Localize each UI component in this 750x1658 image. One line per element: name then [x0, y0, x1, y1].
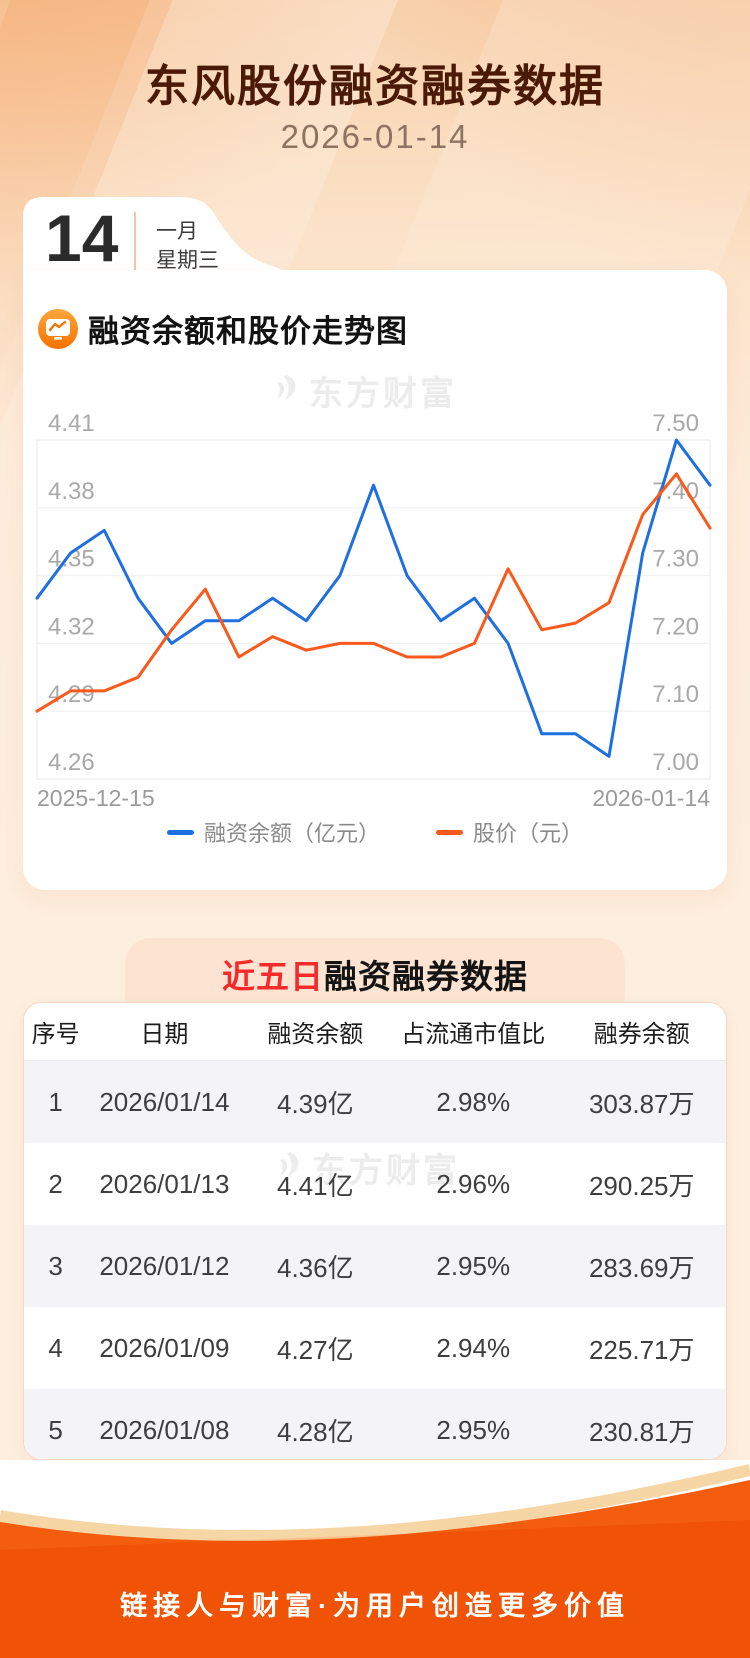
right-axis-tick: 7.30	[652, 546, 699, 573]
table-cell: 4.39亿	[241, 1060, 390, 1143]
table-cell: 2.94%	[436, 1332, 511, 1363]
table-column-header: 占流通市值比	[389, 1003, 558, 1061]
table-cell: 2026/01/14	[87, 1060, 242, 1143]
legend-label: 融资余额（亿元）	[203, 821, 380, 846]
table-cell: 4.41亿	[277, 1170, 354, 1201]
table-column-header: 序号	[24, 1003, 88, 1061]
legend-item: 股价（元）	[436, 816, 583, 848]
chart-legend: 融资余额（亿元） 股价（元）	[23, 816, 727, 848]
table-cell: 2.96%	[436, 1168, 511, 1199]
legend-label: 股价（元）	[473, 821, 584, 846]
table-row: 2 2026/01/13 4.41亿 2.96% 290.25万	[24, 1143, 726, 1225]
series-line-margin-balance	[35, 438, 712, 758]
table-column-header: 日期	[87, 1003, 242, 1061]
table-column-header: 融券余额	[557, 1003, 726, 1061]
chart-section-title: 融资余额和股价走势图	[88, 314, 408, 349]
left-axis-tick: 4.38	[48, 478, 95, 505]
table-cell: 2.95%	[389, 1225, 558, 1307]
right-axis-tick: 7.20	[652, 613, 699, 640]
calendar-month-weekday: 一月 星期三	[156, 217, 219, 275]
table-title-rest: 融资融券数据	[324, 958, 528, 995]
page-title: 东风股份融资融券数据	[145, 62, 605, 111]
table-cell: 3	[24, 1225, 88, 1307]
left-axis-tick: 4.29	[48, 681, 95, 708]
right-axis-tick: 7.00	[652, 749, 699, 776]
page-date: 2026-01-14	[280, 118, 470, 155]
table-header-row: 序号 日期 融资余额 占流通市值比 融券余额	[24, 1003, 726, 1061]
x-axis-start-label: 2025-12-15	[37, 785, 155, 811]
table-cell: 1	[24, 1060, 88, 1143]
table-column-header: 融资余额	[241, 1003, 390, 1061]
margin-data-table: 序号 日期 融资余额 占流通市值比 融券余额 1 2026/01/14 4.39亿 2.98%…	[24, 1003, 726, 1459]
table-cell: 2026/01/13	[99, 1168, 230, 1199]
plot-border	[36, 439, 711, 780]
table-cell: 225.71万	[588, 1334, 695, 1365]
trend-line-chart: 4.41 7.504.38 7.404.35 7.304.32 7.204.29 7.10…	[35, 410, 712, 811]
table-title-highlight: 近五日	[222, 958, 324, 995]
chart-section-header: 融资余额和股价走势图	[38, 306, 408, 351]
table-cell: 2026/01/12	[87, 1225, 242, 1307]
table-cell: 230.81万	[557, 1389, 726, 1459]
table-row: 3 2026/01/12 4.36亿 2.95% 283.69万	[24, 1225, 726, 1307]
table-cell: 2026/01/09	[99, 1332, 230, 1363]
table-cell: 4.27亿	[277, 1334, 354, 1365]
table-cell: 2026/01/08	[87, 1389, 242, 1459]
table-row: 4 2026/01/09 4.27亿 2.94% 225.71万	[24, 1307, 726, 1389]
legend-item: 融资余额（亿元）	[166, 816, 380, 848]
margin-data-table-card: 东方财富 序号 日期 融资余额 占流通市值比 融券余额 1 2026/01/14 4.39亿…	[23, 1002, 727, 1460]
left-axis-tick: 4.35	[48, 546, 95, 573]
table-cell: 4.28亿	[241, 1389, 390, 1459]
table-cell: 2.98%	[389, 1060, 558, 1143]
trend-chart-icon	[38, 308, 78, 349]
table-cell: 4.36亿	[241, 1225, 390, 1307]
chart-card: 融资余额和股价走势图 东方财富 4.41 7.50 4.38 7.40 4.35 7.30…	[23, 270, 727, 890]
calendar-month: 一月	[156, 220, 198, 243]
table-row: 5 2026/01/08 4.28亿 2.95% 230.81万	[24, 1389, 726, 1459]
table-title: 近五日融资融券数据	[0, 950, 750, 998]
calendar-weekday: 星期三	[156, 249, 219, 272]
table-row: 1 2026/01/14 4.39亿 2.98% 303.87万	[24, 1060, 726, 1143]
calendar-tab-shape	[23, 197, 285, 271]
left-axis-tick: 4.32	[48, 613, 95, 640]
x-axis-end-label: 2026-01-14	[592, 785, 710, 811]
table-cell: 2	[48, 1168, 63, 1199]
table-cell: 290.25万	[588, 1170, 695, 1201]
right-axis-tick: 7.50	[652, 410, 699, 437]
right-axis-tick: 7.10	[652, 681, 699, 708]
left-axis-tick: 4.26	[48, 749, 95, 776]
table-cell: 283.69万	[557, 1225, 726, 1307]
footer-wave	[0, 1460, 750, 1658]
table-cell: 5	[24, 1389, 88, 1459]
left-axis-tick: 4.41	[48, 410, 95, 437]
table-cell: 2.95%	[389, 1389, 558, 1459]
calendar-day: 14	[45, 201, 119, 275]
legend-color-dash	[436, 829, 463, 835]
table-cell: 4	[48, 1332, 63, 1363]
calendar-divider	[134, 212, 136, 274]
table-cell: 303.87万	[557, 1060, 726, 1143]
footer-slogan: 链接人与财富·为用户创造更多价值	[120, 1591, 630, 1621]
legend-color-dash	[166, 829, 194, 835]
series-line-stock-price	[35, 472, 712, 713]
